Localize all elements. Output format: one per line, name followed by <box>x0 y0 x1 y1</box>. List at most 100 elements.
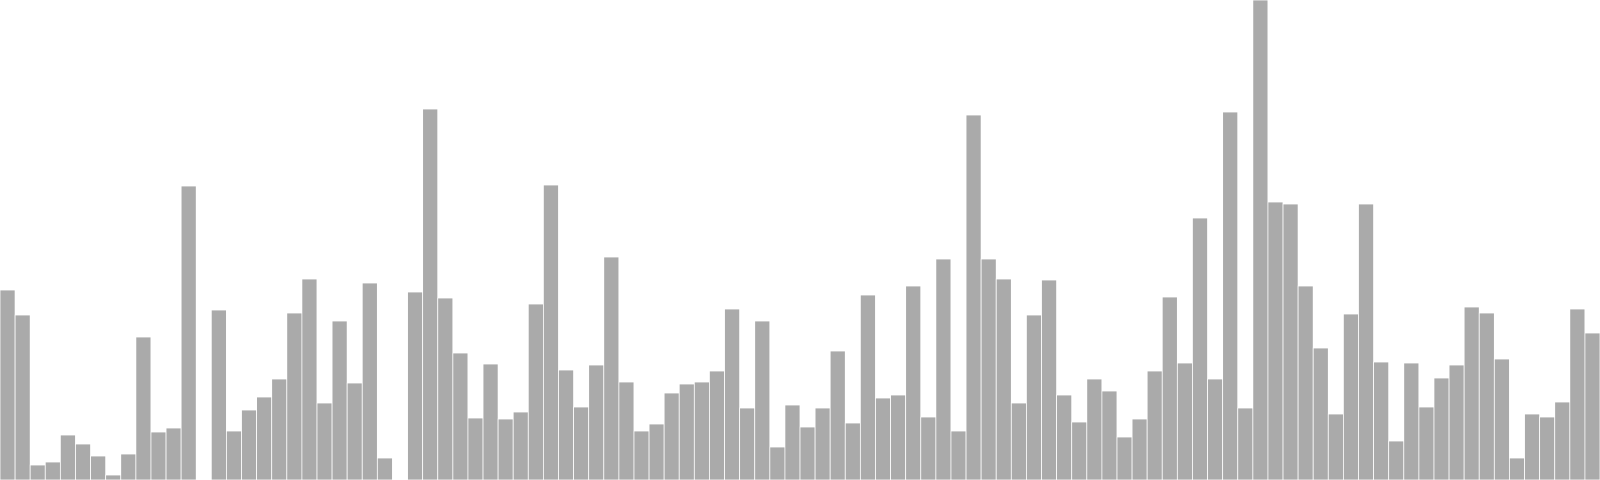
bar-60 <box>905 285 922 480</box>
bar-64 <box>965 114 982 480</box>
bar-31 <box>467 417 484 480</box>
bar-49 <box>739 407 756 480</box>
bar-22 <box>331 320 348 480</box>
bar-3 <box>44 461 61 480</box>
bar-99 <box>1493 358 1510 480</box>
bar-40 <box>603 256 620 480</box>
bar-74 <box>1116 436 1133 480</box>
bar-65 <box>980 258 997 480</box>
bar-73 <box>1101 390 1118 480</box>
bar-35 <box>527 303 544 480</box>
bar-94 <box>1418 406 1435 480</box>
bar-14 <box>210 309 227 480</box>
bar-7 <box>105 474 122 480</box>
bar-50 <box>754 320 771 480</box>
bar-12 <box>180 185 197 480</box>
bar-97 <box>1463 306 1480 480</box>
bar-37 <box>558 369 574 480</box>
bar-0 <box>0 289 16 480</box>
bar-11 <box>165 427 182 480</box>
bar-23 <box>346 382 363 480</box>
bar-36 <box>543 184 559 480</box>
bar-52 <box>784 404 801 480</box>
bar-53 <box>799 426 816 480</box>
bar-43 <box>648 423 665 480</box>
bar-84 <box>1267 201 1284 480</box>
bar-88 <box>1327 413 1344 480</box>
bar-80 <box>1207 378 1224 480</box>
bar-82 <box>1237 407 1254 480</box>
bar-90 <box>1358 203 1374 480</box>
bar-48 <box>724 308 741 480</box>
bar-103 <box>1554 401 1571 480</box>
bar-57 <box>859 294 876 480</box>
bar-33 <box>497 418 514 480</box>
bar-67 <box>1010 402 1027 480</box>
bar-105 <box>1584 332 1600 480</box>
bar-92 <box>1388 440 1405 480</box>
bar-56 <box>844 422 861 480</box>
bar-96 <box>1448 364 1465 480</box>
bar-100 <box>1509 457 1525 480</box>
bar-79 <box>1192 217 1208 480</box>
bar-15 <box>226 430 242 480</box>
bar-98 <box>1478 312 1495 480</box>
bar-66 <box>995 278 1012 480</box>
bar-62 <box>935 258 952 480</box>
bar-25 <box>376 457 393 480</box>
bar-81 <box>1222 111 1239 480</box>
bar-21 <box>316 402 333 480</box>
bar-78 <box>1176 362 1193 480</box>
bar-102 <box>1539 416 1556 480</box>
bar-72 <box>1086 378 1103 480</box>
bar-47 <box>709 370 725 480</box>
bar-1 <box>14 314 31 480</box>
bar-77 <box>1161 296 1178 480</box>
bar-87 <box>1312 347 1329 480</box>
bar-24 <box>361 282 378 480</box>
bar-2 <box>29 464 46 480</box>
bar-30 <box>452 352 469 480</box>
bar-27 <box>407 291 424 480</box>
bar-29 <box>437 297 454 480</box>
bar-38 <box>573 406 590 480</box>
bar-91 <box>1373 361 1390 480</box>
bar-58 <box>875 397 891 480</box>
bar-4 <box>59 434 76 480</box>
bar-54 <box>814 407 831 480</box>
bar-44 <box>663 392 680 480</box>
bar-34 <box>512 411 529 480</box>
bar-95 <box>1433 377 1450 480</box>
bar-89 <box>1343 313 1359 480</box>
bar-61 <box>920 416 937 480</box>
bar-83 <box>1252 0 1269 480</box>
bar-86 <box>1297 285 1314 480</box>
bar-46 <box>693 381 710 480</box>
bar-5 <box>75 443 91 480</box>
bar-42 <box>633 430 650 480</box>
bar-19 <box>286 312 303 480</box>
bar-85 <box>1282 203 1299 480</box>
bar-71 <box>1071 421 1088 480</box>
bar-20 <box>301 278 318 480</box>
bar-104 <box>1569 308 1586 480</box>
bar-17 <box>256 396 273 480</box>
bar-32 <box>482 363 499 480</box>
bar-39 <box>588 364 605 480</box>
bar-55 <box>829 350 846 480</box>
bar-76 <box>1146 370 1163 480</box>
bar-69 <box>1041 279 1058 480</box>
bar-51 <box>769 446 786 480</box>
bar-75 <box>1131 418 1148 480</box>
bar-68 <box>1026 314 1042 480</box>
bar-6 <box>90 455 107 480</box>
bar-101 <box>1524 413 1541 480</box>
bar-8 <box>120 453 137 480</box>
bar-70 <box>1056 394 1073 480</box>
bar-41 <box>618 381 635 480</box>
bar-63 <box>950 430 967 480</box>
bar-9 <box>135 336 152 480</box>
bar-59 <box>890 394 907 480</box>
